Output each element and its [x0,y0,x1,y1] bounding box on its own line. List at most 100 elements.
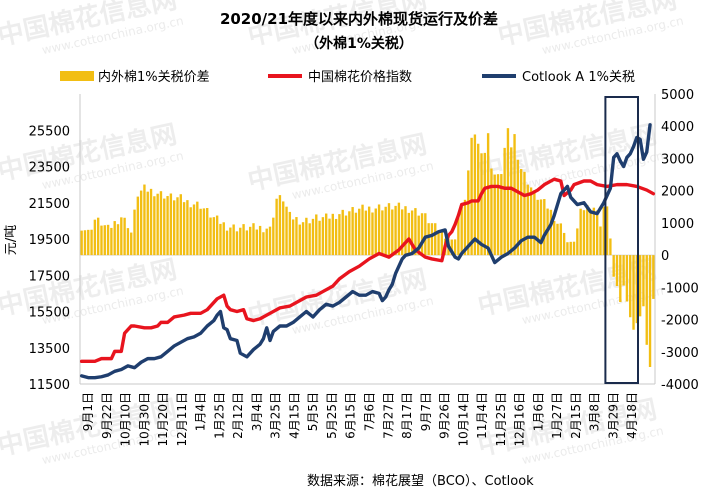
spread-bar [407,212,410,256]
y2-tick-label: -3000 [661,346,699,361]
x-tick-label: 6月15日 [344,392,358,439]
spread-bar [453,239,457,256]
spread-bar [414,208,417,256]
x-tick-label: 10月10日 [119,392,133,447]
spread-bar [156,193,159,256]
spread-bar [394,205,397,256]
spread-bar [510,147,513,256]
spread-bar [351,207,354,256]
spread-bar [450,239,453,256]
x-tick-label: 5月25日 [325,392,339,439]
spread-bar [249,226,252,256]
y-tick-label: 21500 [29,197,70,212]
y2-tick-label: 0 [661,249,669,264]
x-axis-ticks: 9月1日 9月22日 10月10日 10月30日 11月20日 12月11日 1月4日 1月2… [81,392,639,447]
x-tick-label: 3月4日 [250,392,264,431]
spread-bar [592,207,596,256]
y-tick-label: 19500 [29,233,70,248]
spread-bar [166,196,169,256]
spread-bar [80,230,83,256]
spread-bar [291,219,295,256]
spread-bar [391,209,394,256]
spread-bar [222,222,225,256]
spread-bar [225,230,229,256]
spread-bar [288,211,292,256]
y-tick-label: 17500 [29,269,70,284]
spread-bar [599,226,602,256]
spread-bar [440,230,444,256]
spread-bar [202,208,206,256]
x-tick-label: 11月4日 [475,392,489,439]
spread-bar [566,242,569,256]
x-tick-label: 1月27日 [550,392,564,439]
spread-bar [473,134,477,256]
highlight-box [604,96,640,384]
y-tick-label: 11500 [29,378,70,393]
x-tick-label: 2月12日 [231,392,245,439]
spread-bar [192,204,196,256]
spread-bar [318,220,321,256]
x-tick-label: 4月15日 [287,392,301,439]
x-tick-label: 10月30日 [137,392,151,447]
spread-bar [242,224,245,256]
spread-bar [172,200,176,256]
left-axis-ticks: 11500 13500 15500 17500 19500 21500 23500 25500 [29,124,70,393]
spread-bar [579,208,582,256]
spread-bar [87,229,90,256]
spread-bar [427,223,430,256]
y-tick-label: 15500 [29,306,70,321]
spread-bar [420,213,424,256]
spread-bar [470,137,473,256]
spread-bar [106,224,110,256]
spread-bar [103,225,106,256]
y2-tick-label: 5000 [661,88,694,103]
spread-bar [189,207,192,256]
x-tick-label: 2月15日 [569,392,583,439]
x-tick-label: 1月4日 [194,392,208,431]
spread-bar [325,213,328,256]
spread-bar [176,197,179,256]
spread-bar [321,217,325,256]
x-tick-label: 9月22日 [100,392,114,439]
spread-bar [467,170,470,256]
spread-bar [612,255,615,277]
spread-bar [629,255,632,318]
legend: 内外棉1%关税价差 中国棉花价格指数 Cotlook A 1%关税 [60,69,635,85]
spread-bar [397,202,401,256]
spread-bar [169,193,173,256]
spread-bar [486,133,490,256]
spread-bar [635,255,639,324]
spread-bar [149,188,153,256]
spread-bar [625,255,629,302]
spread-bar [404,206,407,256]
spread-bar [500,174,503,256]
y2-tick-label: 4000 [661,120,694,135]
spread-bar [605,206,609,256]
y2-tick-label: 3000 [661,152,694,167]
x-tick-label: 9月26日 [438,392,452,439]
spread-bar [308,223,311,256]
spread-bar [652,255,655,299]
spread-bar [529,187,533,256]
spread-bar [424,213,427,256]
spread-bar [331,213,334,256]
spread-bar [483,152,486,256]
x-tick-label: 1月25日 [212,392,226,439]
source-note: 数据来源：棉花展望（BCO）、Cotlook [307,473,534,489]
x-tick-label: 11月20日 [156,392,170,447]
spread-bar [493,174,496,256]
spread-bar [123,217,126,256]
spread-bar [328,218,331,256]
y2-tick-label: -4000 [661,378,699,393]
spread-bar [401,209,404,256]
spread-bar [460,203,463,256]
spread-bar [434,223,437,256]
spread-bar [586,204,589,256]
spread-bar [371,212,374,256]
y2-tick-label: -2000 [661,314,699,329]
spread-bar [295,217,298,256]
spread-bar [133,209,136,256]
spread-bar [341,209,344,256]
